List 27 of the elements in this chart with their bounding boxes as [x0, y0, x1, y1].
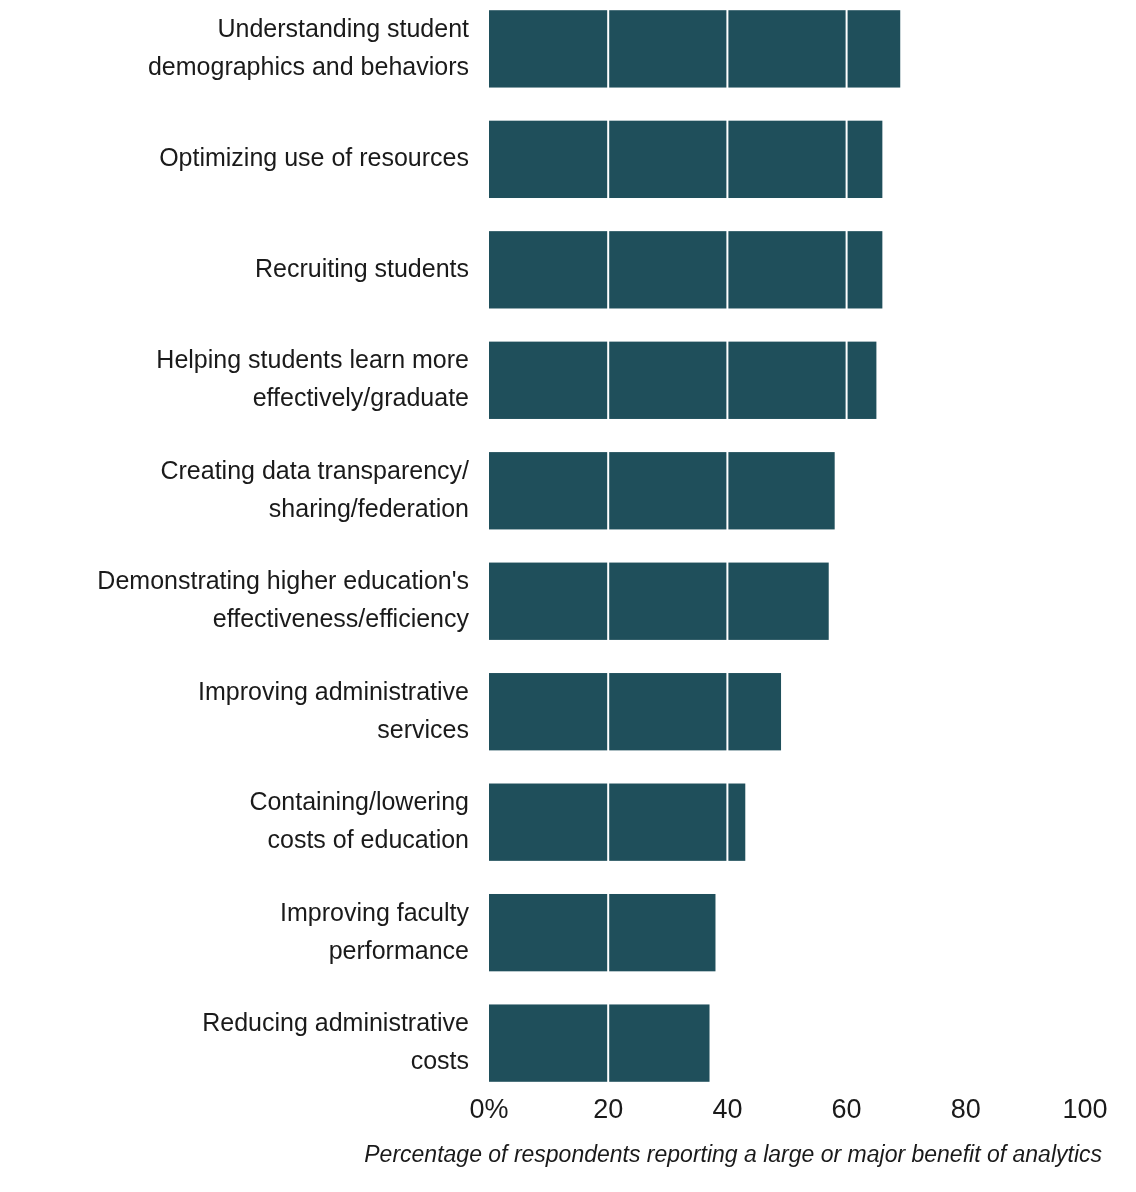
y-tick-label: Understanding student demographics and behaviors: [147, 13, 470, 80]
y-tick-label: Improving faculty performance: [280, 897, 470, 964]
y-tick-label: Helping students learn more effectively/graduate: [156, 344, 469, 411]
bar: [489, 10, 901, 88]
x-axis-title: Percentage of respondents reporting a large or major benefit of analytics: [364, 1141, 1103, 1167]
y-tick-label: Optimizing use of resources: [159, 142, 469, 171]
y-tick-label: Creating data transparency/ sharing/federation: [160, 455, 470, 522]
y-tick-label: Recruiting students: [254, 253, 469, 282]
bar: [489, 231, 883, 309]
x-tick-label: 20: [593, 1094, 624, 1124]
bar: [489, 673, 782, 751]
bar: [489, 783, 746, 861]
y-tick-label: Improving administrative services: [198, 676, 469, 743]
bar: [489, 120, 883, 199]
x-tick-label: 80: [950, 1094, 981, 1124]
bar: [489, 893, 716, 972]
x-tick-label: 60: [831, 1094, 862, 1124]
bar: [489, 1004, 710, 1082]
y-tick-label: Reducing administrative costs: [202, 1007, 469, 1074]
y-tick-label: Demonstrating higher education's effectiveness/efficiency: [97, 565, 470, 632]
bar: [489, 452, 835, 530]
bar: [489, 341, 877, 419]
bar: [489, 562, 829, 640]
y-tick-label: Containing/lowering costs of education: [249, 786, 469, 853]
x-tick-label: 0%: [469, 1094, 509, 1124]
x-tick-label: 100: [1062, 1094, 1108, 1124]
x-tick-label: 40: [712, 1094, 743, 1124]
